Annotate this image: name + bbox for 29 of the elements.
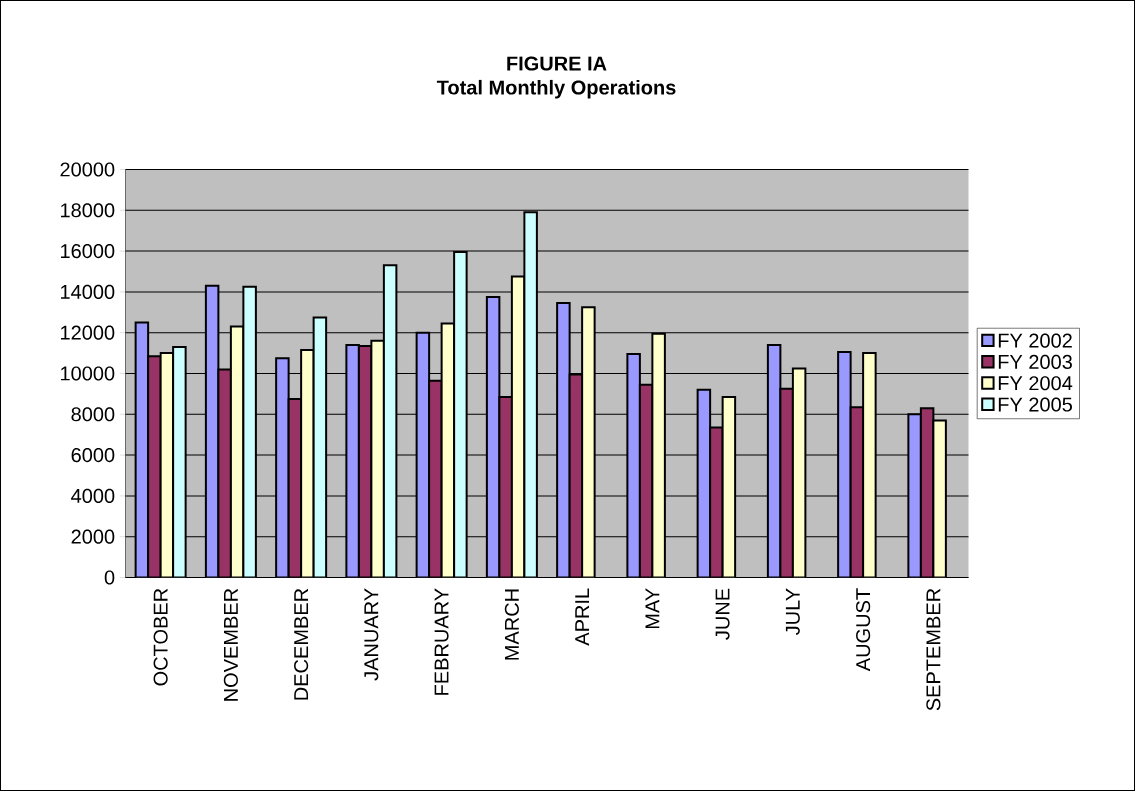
legend-label: FY 2005: [998, 397, 1072, 412]
x-tick-label: OCTOBER: [153, 588, 168, 686]
x-tick-label: SEPTEMBER: [926, 588, 941, 711]
x-tick-label: JULY: [785, 588, 800, 635]
y-tick-label: 14000: [61, 284, 115, 299]
y-tick-label: 12000: [61, 325, 115, 340]
y-tick-label: 16000: [61, 244, 115, 259]
x-tick-label: APRIL: [575, 588, 590, 646]
y-tick-label: 18000: [61, 203, 115, 218]
x-tick-label: FEBRUARY: [434, 588, 449, 695]
x-tick-label: AUGUST: [856, 588, 871, 672]
y-tick-label: 6000: [71, 448, 115, 463]
y-tick-label: 20000: [60, 162, 115, 177]
y-tick-label: 4000: [71, 488, 115, 503]
chart-subtitle: Total Monthly Operations: [436, 79, 676, 99]
y-tick-label: 0: [104, 570, 115, 585]
x-tick-label: MARCH: [504, 589, 519, 660]
y-tick-label: 8000: [71, 407, 115, 422]
chart-title: FIGURE IA: [507, 56, 607, 71]
x-tick-label: MAY: [645, 588, 660, 629]
legend-label: FY 2004: [998, 376, 1073, 391]
x-tick-label: JANUARY: [364, 588, 379, 681]
x-tick-label: DECEMBER: [294, 588, 309, 700]
x-tick-label: NOVEMBER: [223, 588, 238, 701]
legend-label: FY 2003: [998, 354, 1072, 370]
y-tick-label: 10000: [61, 366, 115, 381]
legend-label: FY 2002: [998, 333, 1072, 348]
y-tick-label: 2000: [71, 529, 115, 544]
x-tick-label: JUNE: [715, 588, 730, 640]
